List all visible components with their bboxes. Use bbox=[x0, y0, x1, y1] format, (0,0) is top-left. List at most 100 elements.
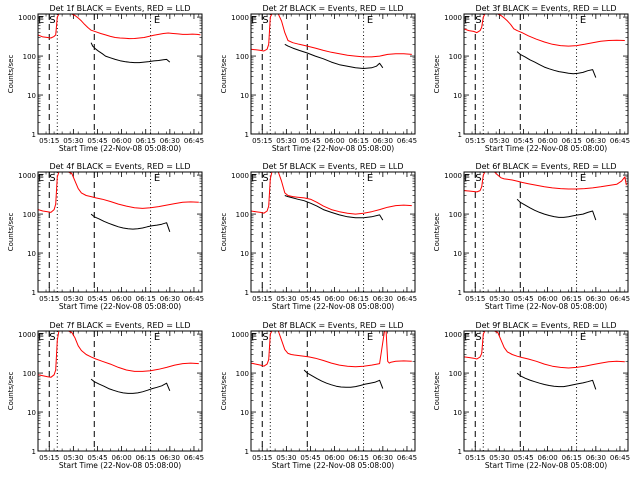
x-tick-label: 06:00 bbox=[325, 454, 345, 462]
x-axis-label: Start Time (22-Nov-08 05:08:00) bbox=[59, 302, 181, 311]
y-tick-label: 1000 bbox=[18, 331, 36, 339]
x-tick-label: 06:00 bbox=[538, 137, 558, 145]
x-axis-label: Start Time (22-Nov-08 05:08:00) bbox=[272, 461, 394, 470]
y-tick-label: 1000 bbox=[231, 172, 249, 180]
series-line-lld bbox=[251, 14, 412, 58]
saa-marker-label: S bbox=[475, 332, 481, 343]
y-tick-label: 100 bbox=[449, 370, 462, 378]
plot-frame bbox=[250, 13, 416, 135]
x-axis-label: Start Time (22-Nov-08 05:08:00) bbox=[485, 302, 607, 311]
plot-frame bbox=[37, 171, 203, 293]
x-tick-label: 05:30 bbox=[489, 454, 509, 462]
y-tick-label: 100 bbox=[236, 53, 249, 61]
x-tick-label: 06:45 bbox=[184, 137, 204, 145]
y-tick-label: 1 bbox=[245, 448, 249, 456]
saa-marker-label: S bbox=[475, 15, 481, 26]
panel-title: Det 4f BLACK = Events, RED = LLD bbox=[49, 162, 190, 171]
eclipse-marker-label: E bbox=[367, 15, 373, 26]
panel-det-5f: Det 5f BLACK = Events, RED = LLD 1 10 100 10… bbox=[220, 162, 417, 311]
panel-det-2f: Det 2f BLACK = Events, RED = LLD 1 10 100 10… bbox=[220, 4, 417, 153]
panel-det-1f: Det 1f BLACK = Events, RED = LLD 1 10 100 10… bbox=[7, 4, 204, 153]
panel-title: Det 8f BLACK = Events, RED = LLD bbox=[262, 321, 403, 330]
series-line-lld bbox=[38, 14, 201, 40]
x-tick-label: 06:00 bbox=[538, 454, 558, 462]
saa-marker-label: S bbox=[49, 332, 55, 343]
y-axis-label: Counts/sec bbox=[7, 213, 15, 252]
series-line-events bbox=[284, 43, 384, 69]
x-tick-label: 06:45 bbox=[397, 454, 417, 462]
y-tick-label: 1000 bbox=[444, 14, 462, 22]
x-tick-label: 06:30 bbox=[373, 454, 393, 462]
y-tick-label: 10 bbox=[27, 250, 36, 258]
eclipse-marker-label: E bbox=[464, 173, 470, 184]
y-axis-label: Counts/sec bbox=[220, 372, 228, 411]
eclipse-marker-label: E bbox=[38, 173, 44, 184]
x-tick-label: 06:15 bbox=[136, 454, 156, 462]
x-tick-label: 06:15 bbox=[136, 295, 156, 303]
x-tick-label: 05:30 bbox=[489, 137, 509, 145]
plot-frame bbox=[463, 171, 629, 293]
series-line-events bbox=[516, 372, 597, 390]
eclipse-marker-label: E bbox=[464, 15, 470, 26]
x-axis-label: Start Time (22-Nov-08 05:08:00) bbox=[272, 144, 394, 153]
x-tick-label: 06:15 bbox=[349, 137, 369, 145]
y-tick-label: 1000 bbox=[231, 331, 249, 339]
x-tick-label: 06:30 bbox=[160, 137, 180, 145]
saa-marker-label: S bbox=[262, 15, 268, 26]
y-tick-label: 1000 bbox=[231, 14, 249, 22]
x-tick-label: 05:45 bbox=[87, 295, 107, 303]
y-axis-label: Counts/sec bbox=[433, 213, 441, 252]
x-tick-label: 05:15 bbox=[39, 454, 59, 462]
x-tick-label: 06:30 bbox=[586, 295, 606, 303]
x-tick-label: 06:15 bbox=[349, 454, 369, 462]
x-tick-label: 05:45 bbox=[300, 454, 320, 462]
eclipse-marker-label: E bbox=[464, 332, 470, 343]
y-tick-label: 10 bbox=[453, 92, 462, 100]
x-tick-label: 06:15 bbox=[562, 454, 582, 462]
eclipse-marker-label: E bbox=[251, 15, 257, 26]
y-tick-label: 10 bbox=[240, 409, 249, 417]
eclipse-marker-label: E bbox=[367, 173, 373, 184]
y-tick-label: 10 bbox=[240, 250, 249, 258]
x-tick-label: 06:15 bbox=[562, 295, 582, 303]
plot-frame bbox=[37, 13, 203, 135]
x-tick-label: 06:45 bbox=[610, 137, 630, 145]
eclipse-marker-label: E bbox=[154, 173, 160, 184]
saa-marker-label: S bbox=[49, 173, 55, 184]
y-tick-label: 10 bbox=[27, 92, 36, 100]
x-tick-label: 06:15 bbox=[349, 295, 369, 303]
plot-frame bbox=[250, 330, 416, 452]
x-tick-label: 05:45 bbox=[513, 454, 533, 462]
x-axis-label: Start Time (22-Nov-08 05:08:00) bbox=[485, 144, 607, 153]
panel-det-6f: Det 6f BLACK = Events, RED = LLD 1 10 100 10… bbox=[433, 162, 630, 311]
x-tick-label: 06:15 bbox=[136, 137, 156, 145]
x-tick-label: 05:30 bbox=[489, 295, 509, 303]
y-tick-label: 1 bbox=[458, 289, 462, 297]
y-axis-label: Counts/sec bbox=[220, 55, 228, 94]
y-axis-label: Counts/sec bbox=[433, 55, 441, 94]
x-tick-label: 05:45 bbox=[513, 137, 533, 145]
y-axis-label: Counts/sec bbox=[7, 372, 15, 411]
eclipse-marker-label: E bbox=[367, 332, 373, 343]
y-tick-label: 100 bbox=[449, 53, 462, 61]
x-tick-label: 05:15 bbox=[39, 137, 59, 145]
x-tick-label: 05:15 bbox=[465, 454, 485, 462]
series-line-lld bbox=[38, 331, 199, 378]
x-axis-label: Start Time (22-Nov-08 05:08:00) bbox=[485, 461, 607, 470]
panel-det-7f: Det 7f BLACK = Events, RED = LLD 1 10 100 10… bbox=[7, 321, 204, 470]
x-tick-label: 05:45 bbox=[513, 295, 533, 303]
x-tick-label: 06:30 bbox=[160, 454, 180, 462]
x-tick-label: 06:30 bbox=[373, 295, 393, 303]
saa-marker-label: S bbox=[262, 173, 268, 184]
x-tick-label: 05:15 bbox=[465, 137, 485, 145]
x-tick-label: 06:00 bbox=[112, 137, 132, 145]
eclipse-marker-label: E bbox=[580, 173, 586, 184]
x-tick-label: 06:45 bbox=[610, 454, 630, 462]
y-tick-label: 1000 bbox=[18, 172, 36, 180]
y-tick-label: 10 bbox=[453, 409, 462, 417]
eclipse-marker-label: E bbox=[154, 15, 160, 26]
panel-det-4f: Det 4f BLACK = Events, RED = LLD 1 10 100 10… bbox=[7, 162, 204, 311]
x-tick-label: 05:45 bbox=[300, 137, 320, 145]
eclipse-marker-label: E bbox=[251, 332, 257, 343]
